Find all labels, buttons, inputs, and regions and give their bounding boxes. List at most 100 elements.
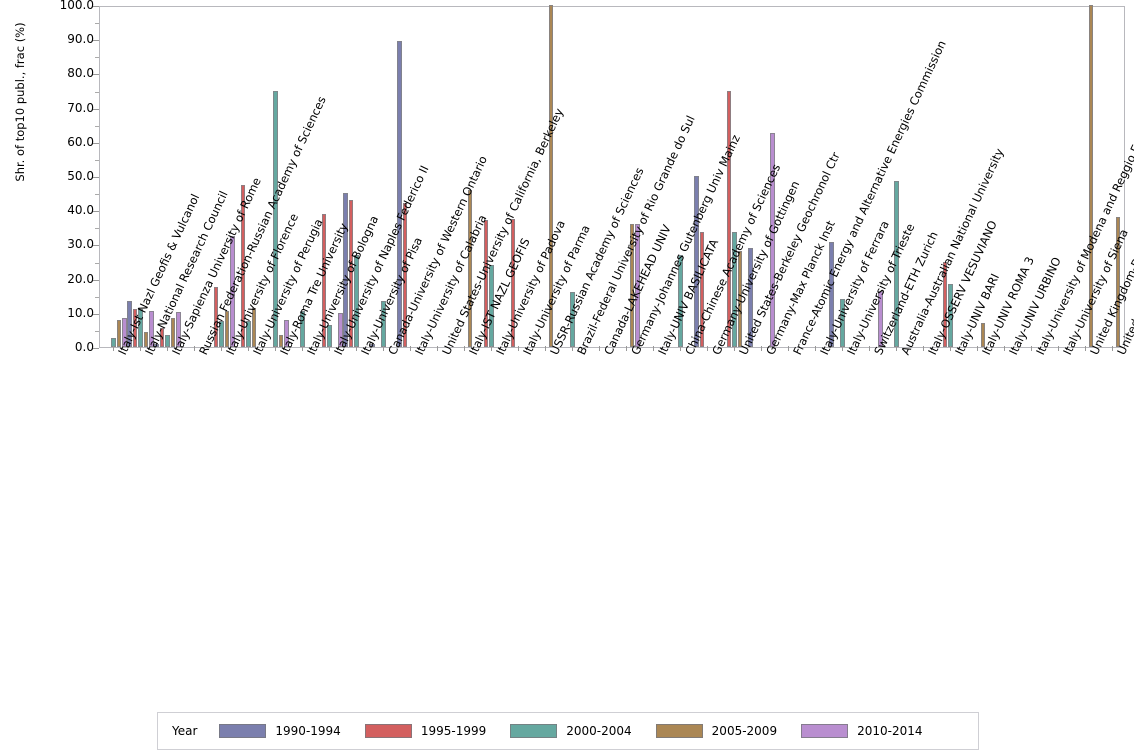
bar-group	[1072, 5, 1099, 347]
bar	[284, 319, 289, 347]
x-tick-mark	[193, 346, 195, 351]
bar-group	[883, 7, 910, 347]
bar-group	[721, 7, 748, 347]
bar	[230, 235, 235, 347]
legend-entries: 1990-1994 1995-1999 2000-2004 2005-2009 2010…	[219, 724, 946, 738]
bar-group	[667, 7, 694, 347]
bar	[699, 232, 705, 347]
x-tick-mark	[490, 346, 492, 351]
bar	[343, 193, 348, 347]
bar	[116, 319, 122, 347]
bar-group	[289, 7, 316, 347]
bar-group	[937, 7, 964, 347]
x-tick-mark	[598, 346, 600, 351]
x-tick-mark	[382, 346, 384, 351]
bar	[678, 254, 683, 347]
y-tick-mark	[93, 6, 99, 7]
bar	[942, 261, 948, 347]
legend-swatch	[510, 724, 558, 738]
bar	[159, 328, 165, 347]
y-tick-mark	[93, 108, 99, 110]
bar	[154, 343, 159, 347]
legend-label: 1990-1994	[275, 724, 341, 738]
x-tick-mark	[787, 346, 789, 351]
bar	[548, 5, 554, 347]
bar-group	[154, 7, 181, 347]
x-tick-mark	[1084, 346, 1086, 351]
bar	[348, 199, 354, 347]
bar	[321, 213, 327, 347]
bar-group	[748, 7, 775, 347]
bar	[213, 287, 219, 347]
x-tick-mark	[625, 346, 627, 351]
bar	[165, 335, 170, 347]
bar	[370, 343, 375, 347]
bar-group	[559, 7, 586, 347]
bar-group	[478, 7, 505, 347]
y-tick-minor-mark	[95, 125, 99, 127]
legend-entry[interactable]: 2010-2014	[801, 724, 923, 738]
legend-entry[interactable]: 2000-2004	[510, 724, 632, 738]
bar	[980, 323, 986, 347]
bar	[467, 189, 473, 347]
bar-group	[964, 7, 991, 347]
bar-group	[208, 7, 235, 347]
bar	[737, 251, 743, 347]
y-tick-minor-mark	[95, 228, 99, 230]
bar	[829, 241, 834, 347]
bar	[149, 311, 154, 347]
y-tick-label: 10.0	[67, 305, 94, 320]
y-tick-minor-mark	[95, 91, 99, 93]
x-tick-mark	[1057, 346, 1059, 351]
y-tick-mark	[93, 142, 99, 144]
y-tick-minor-mark	[95, 296, 99, 298]
x-tick-mark	[544, 346, 546, 351]
x-tick-mark	[571, 346, 573, 351]
bar	[694, 176, 699, 347]
bar	[138, 309, 143, 347]
bar	[635, 223, 640, 347]
bar-group	[613, 7, 640, 347]
bar	[381, 300, 386, 347]
bar	[219, 321, 224, 347]
bar	[111, 338, 116, 347]
y-tick-minor-mark	[95, 194, 99, 196]
bar	[570, 292, 575, 347]
bar	[354, 254, 359, 347]
x-axis-labels: Italy-Ist Nazl Geofis & Vulcanol Italy-Na…	[99, 38, 1134, 682]
x-tick-mark	[112, 346, 114, 351]
legend-entry[interactable]: 2005-2009	[655, 724, 777, 738]
bar-group	[262, 7, 289, 347]
x-tick-mark	[976, 346, 978, 351]
bar-group	[235, 7, 262, 347]
y-axis-label: Shr. of top10 publ., frac (%)	[13, 22, 27, 182]
legend-swatch	[364, 724, 412, 738]
bar	[748, 247, 753, 347]
bar	[338, 312, 343, 347]
x-tick-mark	[220, 346, 222, 351]
chart-legend: Year 1990-1994 1995-1999 2000-2004 2005-200…	[157, 712, 979, 750]
y-tick-mark	[93, 348, 99, 349]
y-tick-label: 60.0	[67, 134, 94, 149]
bar-group	[829, 7, 856, 347]
x-tick-mark	[760, 346, 762, 351]
bar	[246, 321, 251, 347]
bar-group	[343, 7, 370, 347]
legend-entry[interactable]: 1995-1999	[364, 724, 487, 738]
legend-label: 1995-1999	[420, 724, 487, 738]
x-tick-mark	[274, 346, 276, 351]
bar	[483, 220, 489, 347]
x-tick-mark	[247, 346, 249, 351]
bar-group	[397, 7, 424, 347]
y-tick-label: 100.0	[59, 0, 94, 12]
bar	[127, 300, 132, 347]
x-tick-mark	[301, 346, 303, 351]
bar	[300, 311, 305, 347]
y-tick-label: 80.0	[67, 66, 94, 81]
legend-title: Year	[172, 724, 198, 738]
legend-entry[interactable]: 1990-1994	[219, 724, 341, 738]
y-tick-mark	[93, 245, 99, 247]
x-tick-mark	[1111, 346, 1113, 351]
bar	[278, 335, 284, 347]
bar	[770, 133, 775, 347]
